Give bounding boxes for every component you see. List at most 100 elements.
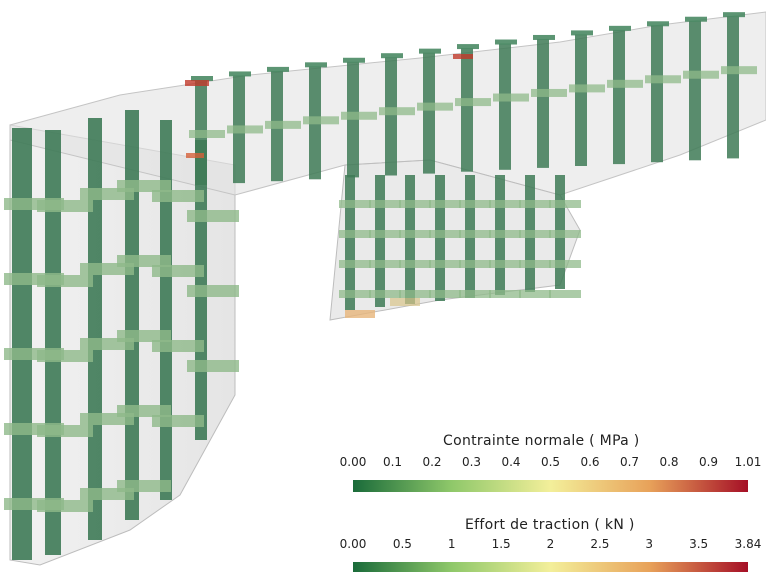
slab [489, 230, 521, 238]
slab [489, 200, 521, 208]
slab [495, 39, 517, 45]
slab [187, 285, 239, 297]
slab [37, 350, 93, 362]
post [613, 29, 625, 165]
post [651, 25, 663, 163]
slab [519, 290, 551, 298]
slab [152, 415, 204, 427]
post [575, 34, 587, 167]
slab [369, 260, 401, 268]
slab [381, 53, 403, 59]
slab [569, 84, 605, 93]
slab [117, 180, 171, 192]
slab [609, 25, 631, 31]
legend_stress-tick: 0.7 [619, 455, 640, 469]
legend_traction-tick: 2.5 [590, 537, 610, 551]
slab [455, 98, 491, 107]
legend_stress-tick: 0.6 [580, 455, 600, 469]
legend_traction-tick: 3.5 [689, 537, 709, 551]
slab [459, 260, 491, 268]
slab [267, 66, 289, 72]
slab [549, 290, 581, 298]
post [88, 118, 102, 540]
post [12, 128, 32, 560]
slab [489, 260, 521, 268]
legend_stress-tick: 0.1 [382, 455, 403, 469]
post [45, 130, 61, 555]
post [689, 20, 701, 161]
slab [152, 190, 204, 202]
slab [339, 200, 371, 208]
legend_stress-tick: 1.01 [734, 455, 762, 469]
slab [303, 116, 339, 125]
slab [341, 111, 377, 120]
legend_stress-tick: 0.8 [659, 455, 679, 469]
post [423, 52, 435, 174]
slab [417, 102, 453, 111]
slab [519, 230, 551, 238]
slab [37, 275, 93, 287]
legend_traction-tick: 0.5 [392, 537, 412, 551]
slab [457, 44, 479, 50]
stress-hotspots [185, 54, 473, 318]
post [125, 110, 139, 520]
post [405, 175, 415, 304]
slab [117, 330, 171, 342]
legend_traction-tick: 1 [447, 537, 456, 551]
legend_traction-tick: 1.5 [491, 537, 511, 551]
slab [429, 230, 461, 238]
post [727, 16, 739, 159]
horizontal-slabs [4, 12, 757, 512]
slab [379, 107, 415, 116]
slab [549, 200, 581, 208]
legend_traction-tick: 3 [645, 537, 654, 551]
slab [339, 230, 371, 238]
slab [265, 120, 301, 129]
slab [459, 200, 491, 208]
slab [571, 30, 593, 36]
slab [489, 290, 521, 298]
post [461, 48, 473, 172]
slab [723, 12, 745, 18]
slab [343, 57, 365, 63]
slab [152, 265, 204, 277]
stress-colorbar [353, 480, 748, 492]
slab [429, 290, 461, 298]
slab [419, 48, 441, 54]
slab [369, 230, 401, 238]
slab [399, 200, 431, 208]
slab [533, 34, 555, 40]
slab [369, 290, 401, 298]
slab [519, 260, 551, 268]
slab [187, 210, 239, 222]
slab [227, 125, 263, 134]
slab [339, 290, 371, 298]
slab [399, 290, 431, 298]
slab [549, 260, 581, 268]
legend_stress-tick: 0.5 [540, 455, 561, 469]
slab [459, 230, 491, 238]
slab [305, 62, 327, 68]
post [345, 175, 355, 310]
slab [647, 21, 669, 27]
slab [187, 360, 239, 372]
stress-legend-title: Contrainte normale ( MPa ) [443, 433, 640, 449]
legend_stress-tick: 0.3 [461, 455, 482, 469]
slab [37, 425, 93, 437]
post [499, 43, 511, 170]
legend_stress-tick: 0.00 [339, 455, 367, 469]
slab [399, 260, 431, 268]
legend_stress-tick: 0.9 [698, 455, 719, 469]
slab [37, 200, 93, 212]
legend_traction-tick: 0.00 [339, 537, 367, 551]
slab [429, 260, 461, 268]
slab [369, 200, 401, 208]
slab [191, 76, 213, 81]
slab [117, 255, 171, 267]
post [160, 120, 172, 500]
slab [607, 79, 643, 88]
slab [229, 71, 251, 77]
slab [429, 200, 461, 208]
traction-legend-title: Effort de traction ( kN ) [465, 517, 635, 533]
